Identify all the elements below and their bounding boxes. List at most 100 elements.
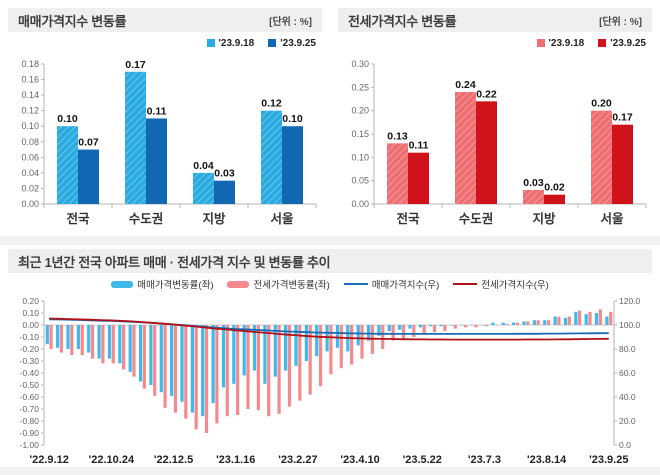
svg-text:0.07: 0.07 [78, 137, 99, 149]
svg-text:0.30: 0.30 [351, 59, 369, 69]
svg-text:-1.00: -1.00 [20, 440, 40, 450]
svg-text:120.0: 120.0 [619, 296, 641, 306]
legend-item: 매매가격지수(우) [343, 277, 440, 291]
svg-text:-0.40: -0.40 [20, 368, 40, 378]
svg-text:0.14: 0.14 [21, 90, 39, 100]
top-charts-row: 매매가격지수 변동률 [단위 : %] '23.9.18 '23.9.25 0.… [0, 0, 660, 230]
svg-text:0.11: 0.11 [409, 140, 429, 152]
svg-text:'23.5.22: '23.5.22 [403, 454, 442, 466]
sale-change-title: 매매가격지수 변동률 [18, 13, 127, 29]
section-divider [0, 236, 660, 245]
svg-text:0.13: 0.13 [387, 130, 408, 142]
sale-change-header: 매매가격지수 변동률 [단위 : %] [8, 8, 322, 32]
jeonse-change-bar-chart: 0.30 0.25 0.20 0.15 0.10 0.05 0.00 0.130.11 전국 0.… [351, 59, 647, 226]
svg-text:0.22: 0.22 [476, 88, 497, 100]
legend-label: '23.9.18 [218, 37, 255, 49]
svg-text:0.00: 0.00 [351, 199, 369, 209]
legend-bar-swatch-icon [227, 280, 250, 288]
trend-header: 최근 1년간 전국 아파트 매매 · 전세가격 지수 및 변동률 추이 [8, 249, 652, 273]
svg-text:-0.90: -0.90 [20, 428, 40, 438]
svg-text:0.24: 0.24 [455, 79, 476, 91]
svg-text:-0.30: -0.30 [20, 356, 40, 366]
svg-text:0.02: 0.02 [544, 182, 565, 194]
jeonse-change-header: 전세가격지수 변동률 [단위 : %] [338, 8, 652, 32]
legend-label: 전세가격지수(우) [481, 280, 549, 291]
legend-bar-swatch-icon [111, 280, 134, 288]
legend-label: 매매가격변동률(좌) [137, 280, 214, 291]
svg-text:0.17: 0.17 [612, 112, 633, 124]
svg-text:0.12: 0.12 [21, 106, 39, 116]
page-bottom-strip [0, 467, 660, 475]
svg-text:0.06: 0.06 [21, 152, 39, 162]
svg-text:0.03: 0.03 [523, 177, 544, 189]
svg-text:'22.9.12: '22.9.12 [30, 454, 69, 466]
svg-text:0.04: 0.04 [193, 160, 214, 172]
svg-text:0.10: 0.10 [22, 308, 39, 318]
legend-line-swatch-icon [343, 282, 368, 286]
svg-text:0.10: 0.10 [21, 121, 39, 131]
svg-text:-0.60: -0.60 [20, 392, 40, 402]
trend-combo-chart: 0.20 0.10 0.00 -0.10 -0.20 -0.30 -0.40 -0.50 -0.… [20, 296, 641, 466]
sale-change-unit-label: [단위 : %] [269, 16, 312, 28]
svg-text:전국: 전국 [396, 211, 420, 226]
svg-text:0.05: 0.05 [351, 176, 369, 186]
svg-text:20.0: 20.0 [619, 416, 636, 426]
svg-text:40.0: 40.0 [619, 392, 636, 402]
svg-text:0.03: 0.03 [214, 168, 235, 180]
jeonse-change-legend: '23.9.18 '23.9.25 [338, 32, 652, 52]
trend-panel: 최근 1년간 전국 아파트 매매 · 전세가격 지수 및 변동률 추이 매매가격… [0, 245, 660, 471]
svg-text:'22.12.5: '22.12.5 [154, 454, 193, 466]
legend-item: 전세가격지수(우) [453, 277, 549, 291]
svg-text:서울: 서울 [600, 211, 624, 226]
svg-text:0.08: 0.08 [21, 137, 39, 147]
legend-swatch-icon [598, 39, 607, 47]
svg-text:-0.10: -0.10 [20, 332, 40, 342]
legend-label: '23.9.25 [610, 37, 646, 49]
legend-item: '23.9.25 [598, 38, 646, 49]
svg-text:-0.80: -0.80 [20, 416, 40, 426]
svg-text:'22.10.24: '22.10.24 [89, 454, 135, 466]
svg-text:80.0: 80.0 [619, 344, 636, 354]
svg-text:100.0: 100.0 [619, 320, 641, 330]
legend-label: 매매가격지수(우) [371, 280, 440, 291]
svg-text:0.0: 0.0 [619, 440, 631, 450]
legend-swatch-icon [206, 39, 215, 47]
legend-swatch-icon [268, 39, 277, 47]
legend-item: 매매가격변동률(좌) [111, 277, 213, 291]
trend-title: 최근 1년간 전국 아파트 매매 · 전세가격 지수 및 변동률 추이 [18, 254, 331, 270]
svg-text:0.20: 0.20 [351, 106, 369, 116]
svg-text:지방: 지방 [202, 211, 226, 226]
svg-text:0.25: 0.25 [351, 82, 369, 92]
svg-text:지방: 지방 [532, 211, 556, 226]
svg-text:-0.50: -0.50 [20, 380, 40, 390]
svg-text:0.12: 0.12 [261, 98, 282, 110]
svg-text:0.18: 0.18 [21, 59, 39, 69]
svg-text:0.20: 0.20 [22, 296, 39, 306]
svg-text:-0.70: -0.70 [20, 404, 40, 414]
svg-text:'23.4.10: '23.4.10 [340, 454, 379, 466]
legend-label: '23.9.18 [548, 37, 585, 49]
legend-label: '23.9.25 [280, 37, 316, 49]
svg-text:0.00: 0.00 [22, 320, 39, 330]
legend-item: '23.9.18 [206, 37, 255, 49]
jeonse-change-unit-label: [단위 : %] [599, 16, 642, 28]
jeonse-change-title: 전세가격지수 변동률 [348, 13, 457, 29]
legend-label: 전세가격변동률(좌) [253, 280, 330, 291]
sale-change-legend: '23.9.18 '23.9.25 [8, 32, 322, 52]
jeonse-change-panel: 전세가격지수 변동률 [단위 : %] '23.9.18 '23.9.25 0.… [338, 8, 652, 230]
svg-text:0.10: 0.10 [57, 113, 78, 125]
sale-change-bar-chart: 0.180.160.140.120.100.080.060.040.020.00… [21, 59, 317, 226]
svg-text:0.15: 0.15 [351, 129, 369, 139]
svg-text:60.0: 60.0 [619, 368, 636, 378]
sale-change-panel: 매매가격지수 변동률 [단위 : %] '23.9.18 '23.9.25 0.… [8, 8, 322, 230]
svg-text:0.16: 0.16 [21, 75, 39, 85]
legend-item: 전세가격변동률(좌) [227, 277, 330, 291]
svg-text:0.11: 0.11 [147, 105, 167, 117]
svg-text:0.20: 0.20 [591, 98, 612, 110]
trend-legend: 매매가격변동률(좌) 전세가격변동률(좌) 매매가격지수(우) 전세가격지수(우… [8, 273, 652, 293]
svg-text:'23.9.25: '23.9.25 [589, 454, 628, 466]
svg-text:'23.2.27: '23.2.27 [278, 454, 317, 466]
svg-text:0.17: 0.17 [125, 59, 146, 71]
legend-item: '23.9.25 [268, 38, 316, 49]
